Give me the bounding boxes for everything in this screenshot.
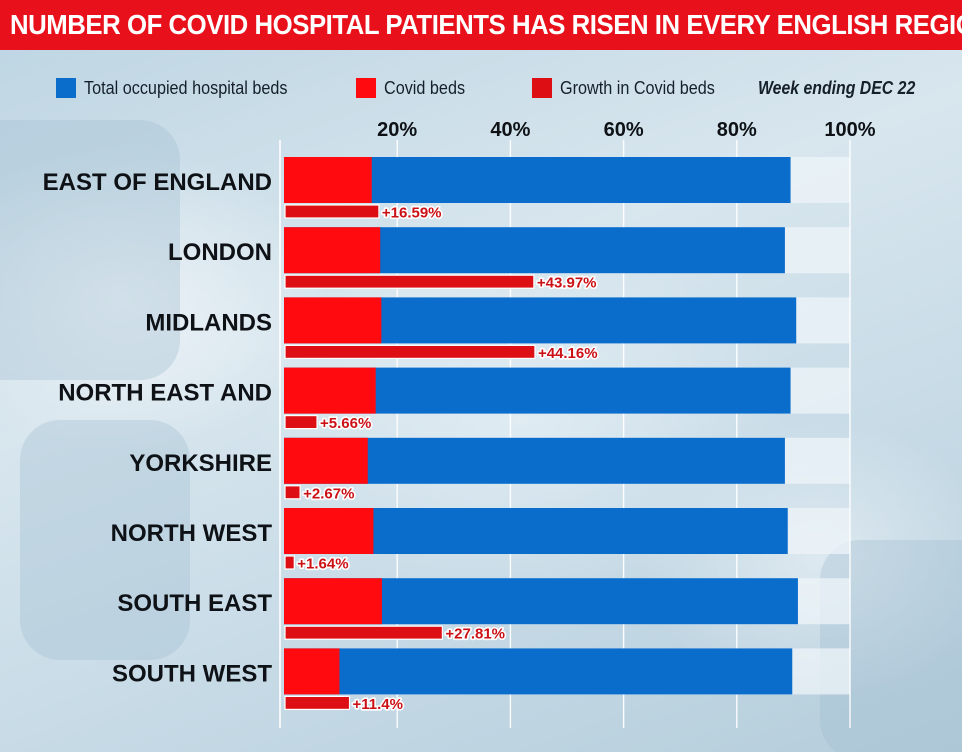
bar-covid-beds bbox=[284, 157, 372, 203]
category-label: YORKSHIRE bbox=[129, 450, 272, 477]
bar-growth bbox=[284, 274, 535, 289]
legend-swatch-growth bbox=[532, 78, 552, 98]
legend-label-total-beds: Total occupied hospital beds bbox=[84, 78, 288, 98]
growth-data-label: +5.66% bbox=[320, 415, 371, 432]
category-label: NORTH WEST bbox=[111, 520, 273, 547]
growth-data-label-halo: +43.97% bbox=[537, 275, 597, 292]
chart-title: NUMBER OF COVID HOSPITAL PATIENTS HAS RI… bbox=[10, 9, 962, 40]
category-label: NORTH EAST AND bbox=[58, 380, 272, 407]
bar-growth bbox=[284, 485, 301, 500]
title-bar: NUMBER OF COVID HOSPITAL PATIENTS HAS RI… bbox=[0, 0, 962, 50]
x-tick-label: 20% bbox=[377, 119, 417, 141]
category-label: SOUTH EAST bbox=[117, 590, 272, 617]
growth-data-label: +1.64% bbox=[297, 556, 348, 573]
bar-total-beds bbox=[284, 648, 793, 695]
category-label: MIDLANDS bbox=[145, 309, 272, 336]
legend-item-growth: Growth in Covid beds bbox=[532, 74, 742, 102]
legend-swatch-covid-beds bbox=[356, 78, 376, 98]
bar-covid-beds bbox=[284, 367, 376, 414]
category-label: EAST OF ENGLAND bbox=[43, 169, 272, 196]
bar-growth bbox=[284, 625, 444, 640]
bar-covid-beds bbox=[284, 508, 374, 554]
background-equipment-shape bbox=[0, 120, 180, 380]
background-monitor-shape bbox=[20, 420, 190, 660]
bar-growth bbox=[284, 415, 318, 430]
x-tick-label: 40% bbox=[490, 119, 530, 141]
bar-growth bbox=[284, 695, 351, 711]
growth-data-label-halo: +11.4% bbox=[353, 696, 403, 713]
background-bed-shape bbox=[820, 540, 962, 752]
bar-covid-beds bbox=[284, 437, 368, 484]
legend-label-growth: Growth in Covid beds bbox=[560, 78, 715, 98]
bar-covid-beds bbox=[284, 578, 382, 625]
growth-data-label-halo: +44.16% bbox=[538, 345, 598, 362]
growth-data-label: +43.97% bbox=[537, 275, 597, 292]
legend-item-covid-beds: Covid beds bbox=[356, 74, 496, 102]
growth-data-label: +44.16% bbox=[538, 345, 598, 362]
growth-data-label-halo: +2.67% bbox=[303, 485, 354, 502]
growth-data-label-halo: +5.66% bbox=[320, 415, 371, 432]
bar-growth bbox=[284, 344, 536, 359]
growth-data-label-halo: +1.64% bbox=[297, 556, 348, 573]
growth-data-label-halo: +16.59% bbox=[382, 205, 442, 222]
bar-growth bbox=[284, 204, 380, 219]
legend-label-covid-beds: Covid beds bbox=[384, 78, 466, 98]
growth-data-label: +16.59% bbox=[382, 205, 442, 222]
bar-covid-beds bbox=[284, 227, 381, 274]
bar-covid-beds bbox=[284, 297, 382, 344]
legend-item-total-beds: Total occupied hospital beds bbox=[56, 74, 336, 102]
x-tick-label: 60% bbox=[604, 119, 644, 141]
bar-covid-beds bbox=[284, 648, 340, 695]
x-tick-label: 80% bbox=[717, 119, 757, 141]
legend-swatch-total-beds bbox=[56, 78, 76, 98]
x-tick-label: 100% bbox=[824, 119, 875, 141]
growth-data-label-halo: +27.81% bbox=[445, 626, 505, 643]
growth-data-label: +27.81% bbox=[445, 626, 505, 643]
growth-data-label: +2.67% bbox=[303, 485, 354, 502]
growth-data-label: +11.4% bbox=[353, 696, 403, 713]
week-ending-label: Week ending DEC 22 bbox=[758, 78, 916, 98]
bar-growth bbox=[284, 555, 295, 570]
category-label: LONDON bbox=[168, 239, 272, 266]
category-label: SOUTH WEST bbox=[112, 660, 272, 687]
